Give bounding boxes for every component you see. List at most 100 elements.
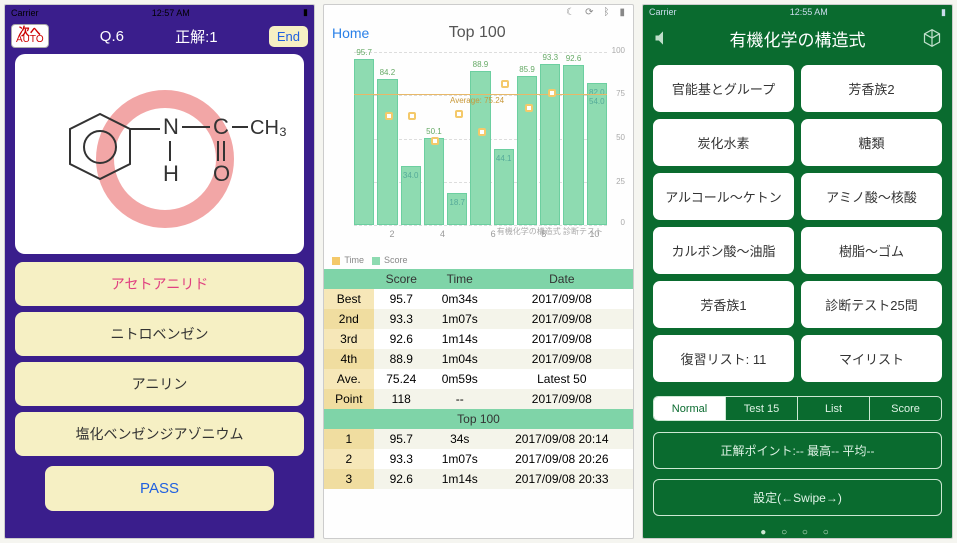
seg-normal[interactable]: Normal (654, 397, 726, 420)
battery-icon: ▮ (941, 7, 946, 18)
cell: 92.6 (374, 329, 429, 349)
category-button[interactable]: カルボン酸～油脂 (653, 227, 794, 274)
category-button[interactable]: 樹脂～ゴム (801, 227, 942, 274)
category-grid: 官能基とグループ芳香族2炭化水素糖類アルコール～ケトンアミノ酸～核酸カルボン酸～… (643, 57, 952, 390)
bar: 92.6 (563, 65, 583, 225)
mol-N: N (163, 114, 179, 139)
cell: 1m07s (429, 309, 491, 329)
cell: Best (324, 289, 374, 309)
cell: 95.7 (374, 289, 429, 309)
bar: 95.7 (354, 59, 374, 225)
bar-value: 84.2 (380, 68, 396, 77)
legend-time: Time (344, 255, 364, 265)
chart-bars: 95.784.234.050.118.788.944.185.993.392.6… (354, 52, 607, 225)
category-button[interactable]: 復習リスト: 11 (653, 335, 794, 382)
bar-value: 85.9 (519, 65, 535, 74)
reload-icon: ⟳ (585, 7, 593, 18)
cell: 3rd (324, 329, 374, 349)
cell: 95.7 (374, 429, 429, 449)
table-row: 2nd93.31m07s2017/09/08 (324, 309, 633, 329)
cell: 4th (324, 349, 374, 369)
bar: 84.2 (377, 79, 397, 225)
battery-icon: ▮ (303, 7, 308, 18)
cell: Ave. (324, 369, 374, 389)
score-chart: 100 75 50 25 0 95.784.234.050.118.788.94… (330, 48, 627, 253)
cube-icon[interactable] (922, 28, 942, 48)
status-bar: Carrier 12:57 AM ▮ (5, 5, 314, 20)
category-button[interactable]: マイリスト (801, 335, 942, 382)
bar-value: 88.9 (473, 60, 489, 69)
bar: 18.7 (447, 193, 467, 225)
category-button[interactable]: 芳香族2 (801, 65, 942, 112)
auto-toggle[interactable]: 次へ AUTO (11, 24, 49, 48)
category-button[interactable]: 糖類 (801, 119, 942, 166)
average-line (354, 94, 607, 95)
carrier: Carrier (11, 8, 39, 18)
cell: 2nd (324, 309, 374, 329)
mol-H: H (163, 161, 179, 186)
mode-segments: Normal Test 15 List Score (653, 396, 942, 421)
table-row: 195.734s2017/09/08 20:14 (324, 429, 633, 449)
sound-icon[interactable] (653, 28, 673, 48)
y-axis-right: 100 75 50 25 0 (609, 48, 627, 225)
quiz-header: 次へ AUTO Q.6 正解:1 End (5, 20, 314, 54)
cell: 2017/09/08 (491, 349, 633, 369)
cell: 3 (324, 469, 374, 489)
x-tick: 8 (531, 229, 556, 239)
seg-score[interactable]: Score (870, 397, 941, 420)
cell: 0m34s (429, 289, 491, 309)
option-1[interactable]: アセトアニリド (15, 262, 304, 306)
x-tick (556, 229, 581, 239)
question-number: Q.6 (100, 28, 124, 45)
x-tick: 10 (582, 229, 607, 239)
cell: 118 (374, 389, 429, 409)
end-button[interactable]: End (269, 26, 308, 47)
page-title: Top 100 (329, 24, 625, 42)
line-point (455, 110, 463, 118)
category-button[interactable]: 官能基とグループ (653, 65, 794, 112)
seg-test15[interactable]: Test 15 (726, 397, 798, 420)
settings-bar[interactable]: 設定(←Swipe→) (653, 479, 942, 516)
category-button[interactable]: アルコール～ケトン (653, 173, 794, 220)
cell: 93.3 (374, 449, 429, 469)
x-axis: 246810 (354, 229, 607, 239)
correct-count: 正解:1 (175, 26, 218, 47)
carrier: Carrier (649, 7, 677, 17)
option-2[interactable]: ニトロベンゼン (15, 312, 304, 356)
option-4[interactable]: 塩化ベンゼンジアゾニウム (15, 412, 304, 456)
cell: -- (429, 389, 491, 409)
th-date: Date (491, 269, 633, 289)
cell: 2017/09/08 (491, 289, 633, 309)
category-button[interactable]: アミノ酸～核酸 (801, 173, 942, 220)
option-3[interactable]: アニリン (15, 362, 304, 406)
summary-bar[interactable]: 正解ポイント:-- 最高-- 平均-- (653, 432, 942, 469)
category-button[interactable]: 芳香族1 (653, 281, 794, 328)
seg-list[interactable]: List (798, 397, 870, 420)
cell: 2017/09/08 20:26 (491, 449, 633, 469)
bar-value: 92.6 (566, 54, 582, 63)
table-row: 392.61m14s2017/09/08 20:33 (324, 469, 633, 489)
stats-screen: ☾ ⟳ ᛒ ▮ Home Top 100 100 75 50 25 0 95.7… (323, 4, 634, 539)
bar: 44.1 (494, 149, 514, 225)
table-header-row: Score Time Date (324, 269, 633, 289)
table-row: 4th88.91m04s2017/09/08 (324, 349, 633, 369)
cell: 1m04s (429, 349, 491, 369)
cell: 2017/09/08 (491, 389, 633, 409)
question-card: N H C O CH₃ (15, 54, 304, 254)
category-button[interactable]: 診断テスト25問 (801, 281, 942, 328)
bar: 82.0 54.0 (587, 83, 607, 225)
clock: 12:55 AM (790, 7, 828, 17)
category-button[interactable]: 炭化水素 (653, 119, 794, 166)
top100-section: Top 100 (324, 409, 633, 429)
molecule-diagram: N H C O CH₃ (30, 69, 290, 239)
th-blank (324, 269, 374, 289)
mol-CH3: CH₃ (250, 117, 287, 139)
x-tick: 2 (379, 229, 404, 239)
auto-label: AUTO (16, 34, 44, 45)
quiz-screen: Carrier 12:57 AM ▮ 次へ AUTO Q.6 正解:1 End … (4, 4, 315, 539)
pass-button[interactable]: PASS (45, 466, 274, 511)
legend-score-icon (372, 257, 380, 265)
cell: 2017/09/08 20:33 (491, 469, 633, 489)
cell: 2017/09/08 (491, 309, 633, 329)
bar-inner-value: 34.0 (403, 171, 419, 180)
